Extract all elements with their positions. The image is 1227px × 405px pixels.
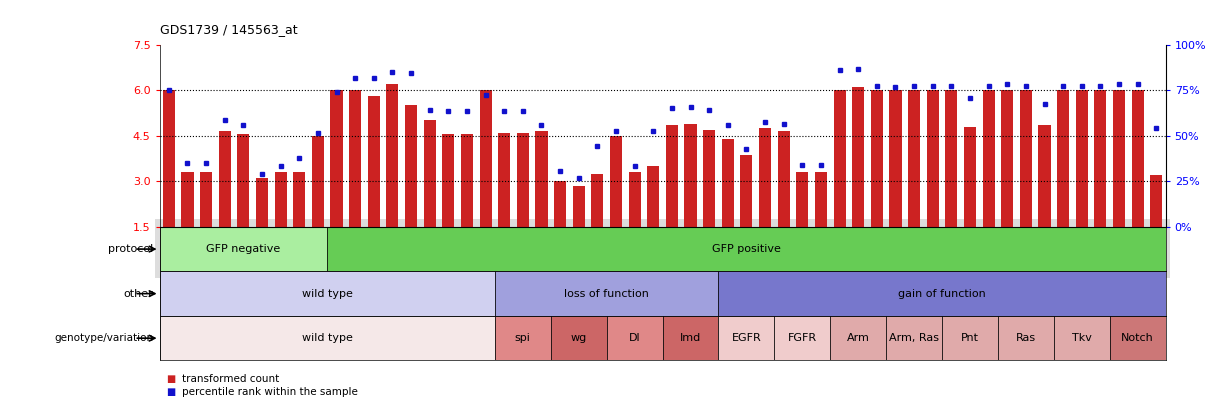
Bar [480, 90, 492, 227]
Bar [1076, 90, 1088, 227]
Bar [831, 316, 886, 360]
Bar [760, 128, 771, 227]
Bar [218, 131, 231, 227]
Bar [1131, 90, 1144, 227]
Bar [442, 134, 454, 227]
Bar [666, 125, 679, 227]
Text: GFP negative: GFP negative [206, 244, 281, 254]
Bar [796, 172, 809, 227]
Bar [350, 90, 361, 227]
Bar [606, 316, 663, 360]
Text: GDS1739 / 145563_at: GDS1739 / 145563_at [160, 23, 297, 36]
Text: gain of function: gain of function [898, 289, 987, 298]
Text: Arm, Ras: Arm, Ras [890, 333, 939, 343]
Text: genotype/variation: genotype/variation [54, 333, 153, 343]
Bar [890, 90, 902, 227]
Bar [610, 136, 622, 227]
Bar [555, 181, 566, 227]
Bar [774, 316, 831, 360]
Bar [330, 90, 342, 227]
Bar [1020, 90, 1032, 227]
Bar [498, 133, 510, 227]
Text: EGFR: EGFR [731, 333, 761, 343]
Bar [964, 126, 975, 227]
Bar [1109, 316, 1166, 360]
Text: percentile rank within the sample: percentile rank within the sample [182, 387, 357, 396]
Bar [1001, 90, 1014, 227]
Bar [908, 90, 920, 227]
Text: wild type: wild type [302, 289, 352, 298]
Bar [405, 105, 417, 227]
Bar [685, 124, 697, 227]
Text: other: other [124, 289, 153, 298]
Bar [461, 134, 472, 227]
Bar [387, 84, 399, 227]
Text: spi: spi [515, 333, 531, 343]
Bar [160, 227, 328, 271]
Bar [719, 316, 774, 360]
Bar [1150, 175, 1162, 227]
Bar [368, 96, 380, 227]
Bar [998, 316, 1054, 360]
Text: Notch: Notch [1121, 333, 1155, 343]
Bar [871, 90, 883, 227]
Bar [551, 316, 606, 360]
Bar [591, 174, 604, 227]
Bar [1054, 316, 1109, 360]
Bar [815, 172, 827, 227]
Text: Dl: Dl [628, 333, 640, 343]
Bar [1113, 90, 1125, 227]
Bar [721, 139, 734, 227]
Bar [423, 121, 436, 227]
Bar [628, 172, 640, 227]
Text: protocol: protocol [108, 244, 153, 254]
Text: Ras: Ras [1016, 333, 1036, 343]
Bar [160, 316, 494, 360]
Bar [983, 90, 995, 227]
Text: transformed count: transformed count [182, 374, 279, 384]
Text: loss of function: loss of function [564, 289, 649, 298]
Bar [237, 134, 249, 227]
Bar [647, 166, 659, 227]
Bar [494, 271, 719, 316]
Bar [182, 172, 194, 227]
Text: Imd: Imd [680, 333, 701, 343]
Bar [853, 87, 864, 227]
Text: wg: wg [571, 333, 587, 343]
Bar [535, 131, 547, 227]
Bar [312, 136, 324, 227]
Bar [1094, 90, 1107, 227]
Bar [1058, 90, 1069, 227]
Bar [163, 90, 175, 227]
Text: Pnt: Pnt [961, 333, 979, 343]
Bar [160, 271, 494, 316]
Bar [945, 90, 957, 227]
Bar [942, 316, 998, 360]
Bar [328, 227, 1166, 271]
Bar [886, 316, 942, 360]
Text: Tkv: Tkv [1072, 333, 1092, 343]
Bar [926, 90, 939, 227]
Bar [1038, 125, 1050, 227]
Text: Arm: Arm [847, 333, 870, 343]
Bar [573, 186, 585, 227]
Bar [663, 316, 719, 360]
Bar [293, 172, 306, 227]
Bar [494, 316, 551, 360]
Text: FGFR: FGFR [788, 333, 817, 343]
Bar [778, 131, 790, 227]
Bar [833, 90, 845, 227]
Text: ■: ■ [166, 387, 175, 396]
Bar [275, 172, 287, 227]
Text: ■: ■ [166, 374, 175, 384]
Text: wild type: wild type [302, 333, 352, 343]
Bar [719, 271, 1166, 316]
Bar [517, 133, 529, 227]
Bar [256, 178, 267, 227]
Text: GFP positive: GFP positive [712, 244, 780, 254]
Bar [200, 172, 212, 227]
Bar [703, 130, 715, 227]
Bar [740, 156, 752, 227]
